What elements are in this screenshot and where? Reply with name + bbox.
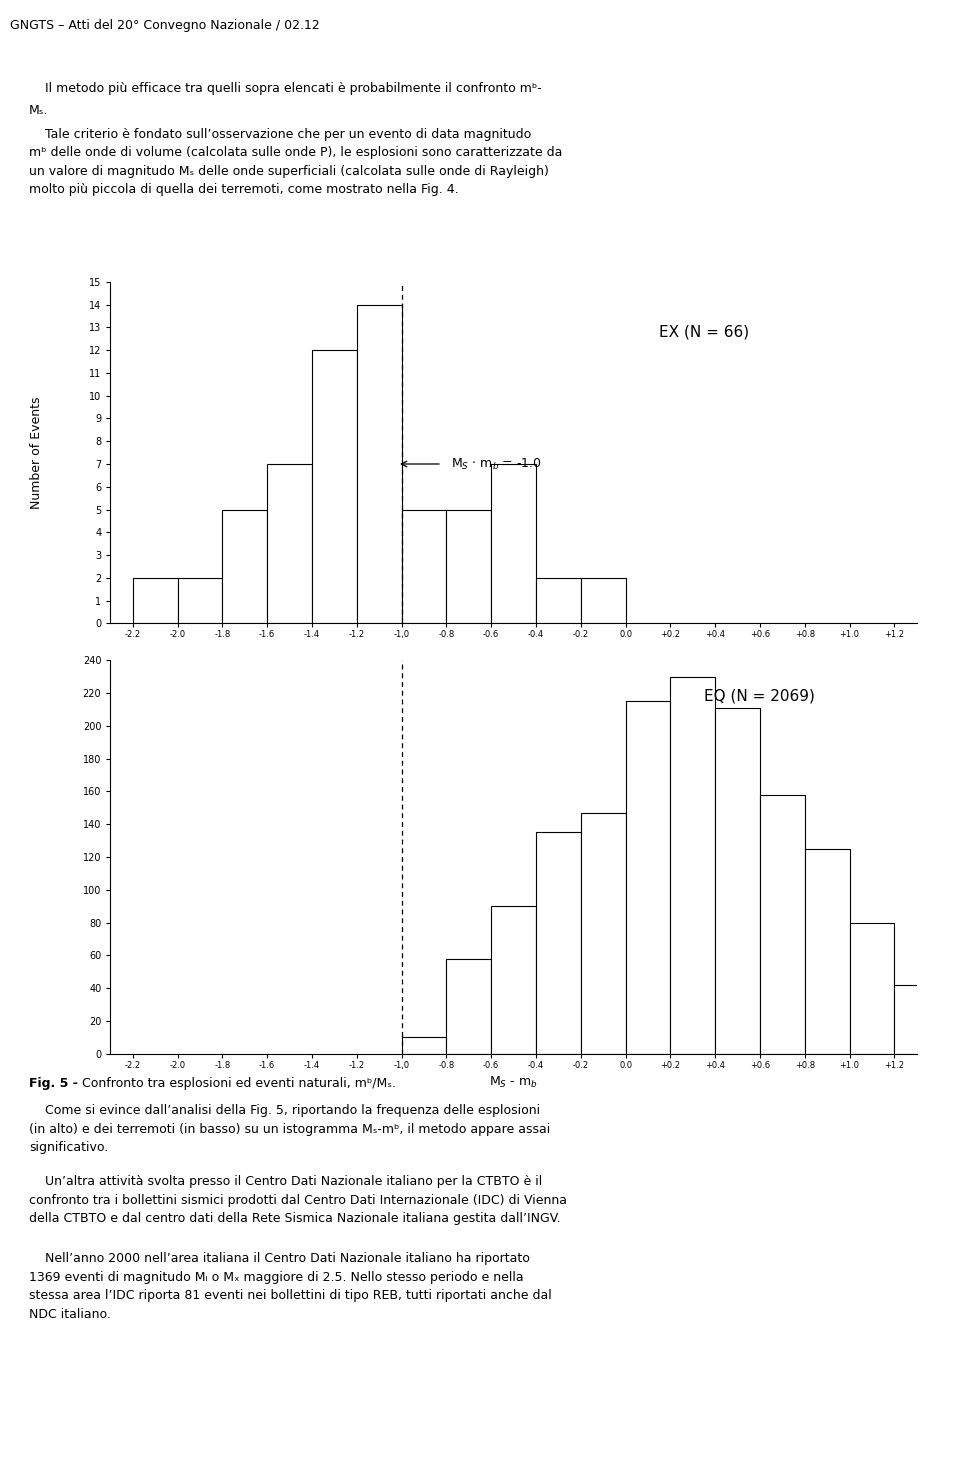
Text: EQ (N = 2069): EQ (N = 2069) — [704, 689, 815, 703]
Text: GNGTS – Atti del 20° Convegno Nazionale / 02.12: GNGTS – Atti del 20° Convegno Nazionale … — [10, 19, 320, 31]
Bar — [581, 813, 626, 1054]
Text: EX (N = 66): EX (N = 66) — [660, 325, 750, 340]
Bar — [850, 923, 895, 1054]
Bar — [760, 795, 804, 1054]
Text: Fig. 5 -: Fig. 5 - — [29, 1077, 82, 1091]
Bar — [132, 577, 178, 623]
Bar — [536, 833, 581, 1054]
Bar — [939, 1037, 960, 1054]
Bar — [446, 509, 492, 623]
Text: M$_S$ $\cdot$ m$_b$ = -1.0: M$_S$ $\cdot$ m$_b$ = -1.0 — [451, 457, 541, 472]
Text: Mₛ.: Mₛ. — [29, 104, 48, 117]
Bar — [581, 577, 626, 623]
Text: Nell’anno 2000 nell’area italiana il Centro Dati Nazionale italiano ha riportato: Nell’anno 2000 nell’area italiana il Cen… — [29, 1252, 552, 1321]
Bar — [715, 708, 760, 1054]
Bar — [895, 985, 939, 1054]
Text: Un’altra attività svolta presso il Centro Dati Nazionale italiano per la CTBTO è: Un’altra attività svolta presso il Centr… — [29, 1175, 566, 1226]
Bar — [492, 464, 536, 623]
Bar — [401, 1037, 446, 1054]
Bar — [626, 702, 670, 1054]
Bar — [401, 509, 446, 623]
Bar — [267, 464, 312, 623]
Bar — [446, 959, 492, 1054]
Text: Come si evince dall’analisi della Fig. 5, riportando la frequenza delle esplosio: Come si evince dall’analisi della Fig. 5… — [29, 1104, 550, 1155]
Text: Tale criterio è fondato sull’osservazione che per un evento di data magnitudo
mᵇ: Tale criterio è fondato sull’osservazion… — [29, 128, 563, 196]
Text: Il metodo più efficace tra quelli sopra elencati è probabilmente il confronto mᵇ: Il metodo più efficace tra quelli sopra … — [29, 82, 541, 95]
Bar — [804, 849, 850, 1054]
Bar — [670, 677, 715, 1054]
Bar — [178, 577, 223, 623]
Bar — [536, 577, 581, 623]
Text: Number of Events: Number of Events — [30, 396, 43, 509]
X-axis label: M$_S$ - m$_b$: M$_S$ - m$_b$ — [490, 1074, 538, 1091]
Bar — [357, 304, 401, 623]
Bar — [312, 350, 357, 623]
Bar — [492, 907, 536, 1054]
Text: Confronto tra esplosioni ed eventi naturali, mᵇ/Mₛ.: Confronto tra esplosioni ed eventi natur… — [82, 1077, 396, 1091]
Bar — [223, 509, 267, 623]
